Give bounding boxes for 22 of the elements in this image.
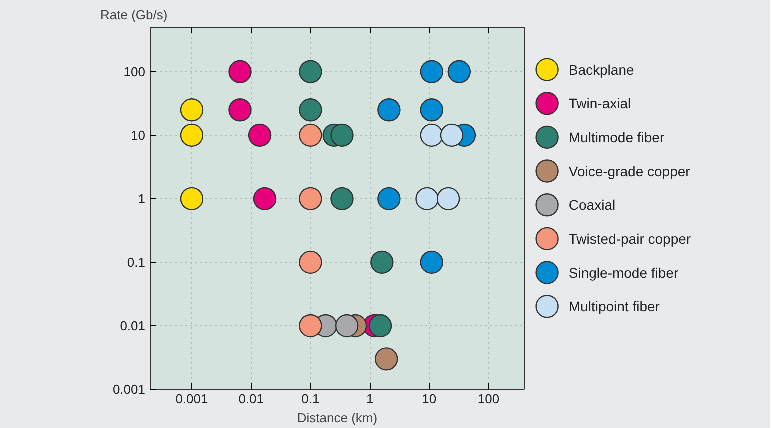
legend-label: Multipoint fiber (568, 298, 660, 315)
legend-label: Voice-grade copper (568, 163, 691, 180)
x-tick-label: 100 (478, 392, 500, 406)
legend-label: Single-mode fiber (568, 264, 679, 281)
y-tick-label: 1 (138, 191, 146, 206)
legend-label: Twin-axial (568, 96, 632, 112)
legend-label: Backplane (568, 62, 634, 78)
x-axis-title: Distance (km) (297, 410, 378, 426)
y-tick-label: 0.001 (112, 382, 146, 397)
y-tick-label: 0.01 (120, 318, 146, 334)
legend-label: Twisted-pair copper (568, 230, 692, 247)
x-tick-label: 0.01 (238, 392, 264, 406)
y-tick-label: 100 (124, 64, 146, 80)
y-tick-label: 10 (131, 128, 146, 143)
x-tick-label: 0.001 (176, 392, 208, 406)
y-tick-label: 0.1 (127, 254, 146, 270)
x-tick-label: 1 (366, 392, 374, 406)
y-axis-title: Rate (Gb/s) (100, 8, 168, 22)
x-tick-label: 0.1 (302, 392, 320, 406)
legend-label: Coaxial (568, 197, 616, 214)
x-tick-label: 10 (422, 392, 437, 406)
legend-label: Multimode fiber (568, 129, 665, 146)
